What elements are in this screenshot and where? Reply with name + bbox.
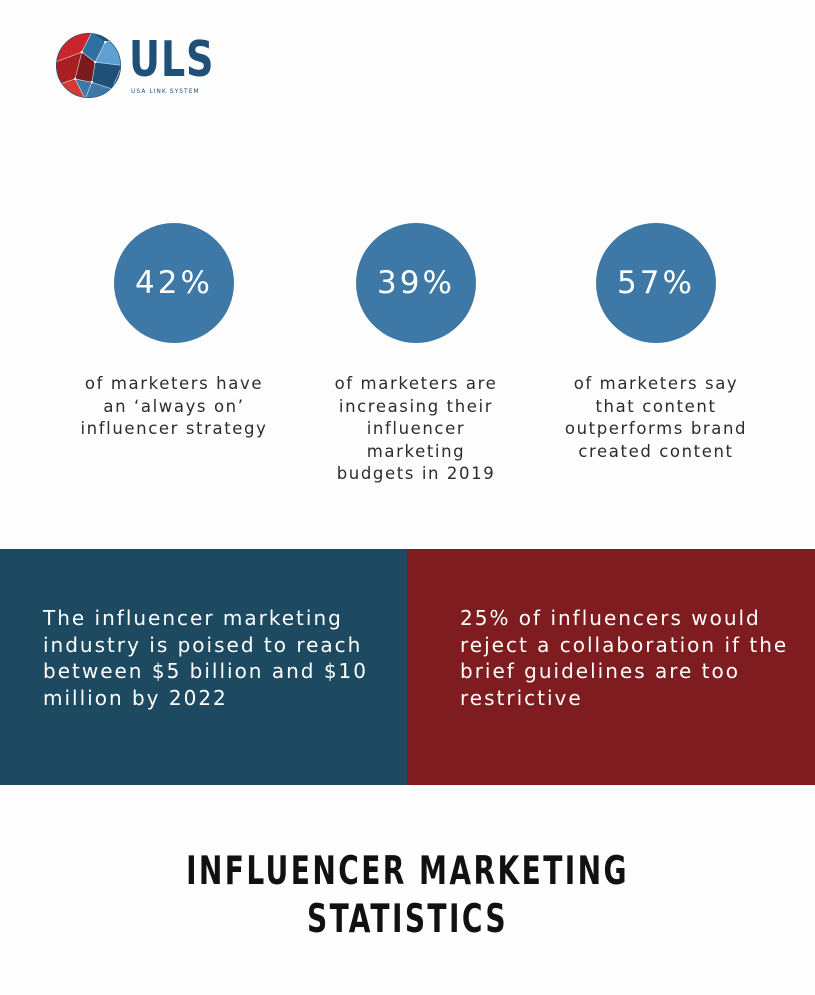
logo-mark: ULS (129, 31, 215, 88)
stat-circle: 42% (114, 223, 234, 343)
page-title: INFLUENCER MARKETING STATISTICS (0, 848, 815, 944)
page-title-line-1: INFLUENCER MARKETING (186, 849, 629, 894)
logo-tagline: USA LINK SYSTEM (131, 88, 200, 95)
industry-panel-text: The influencer marketing industry is poi… (43, 606, 368, 710)
globe-logo-icon (56, 33, 121, 98)
stat-column: 39% of marketers are increasing their in… (296, 223, 536, 486)
stat-column: 57% of marketers say that content outper… (536, 223, 776, 463)
stat-description: of marketers are increasing their influe… (334, 374, 498, 483)
page-title-line-2: STATISTICS (306, 897, 509, 942)
stat-column: 42% of marketers have an ‘always on’ inf… (54, 223, 294, 441)
stat-value: 57% (617, 264, 695, 301)
influencers-panel: 25% of influencers would reject a collab… (407, 549, 815, 785)
stat-circle: 39% (356, 223, 476, 343)
uls-logo: ULS USA LINK SYSTEM (55, 32, 225, 102)
stat-value: 39% (377, 264, 455, 301)
stat-description: of marketers say that content outperform… (564, 374, 748, 461)
stat-circle: 57% (596, 223, 716, 343)
influencers-panel-text: 25% of influencers would reject a collab… (460, 606, 789, 710)
stat-value: 42% (135, 264, 213, 301)
industry-panel: The influencer marketing industry is poi… (0, 549, 407, 785)
stat-description: of marketers have an ‘always on’ influen… (80, 374, 268, 438)
